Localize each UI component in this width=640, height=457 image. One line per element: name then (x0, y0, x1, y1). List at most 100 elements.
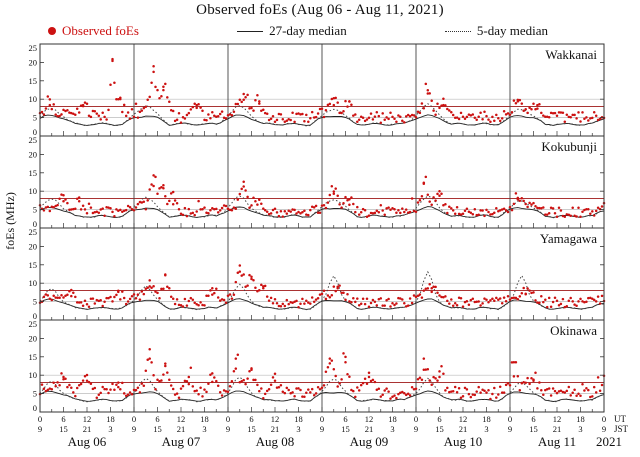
dotted-line-marker (444, 30, 471, 32)
x-tick-jst: 21 (459, 424, 468, 434)
solid-line-marker (237, 30, 264, 32)
x-tick-ut: 0 (320, 414, 324, 424)
legend-label-27day: 27-day median (269, 23, 347, 38)
x-tick-ut: 6 (343, 414, 347, 424)
y-tick-label: 5 (33, 297, 37, 307)
legend-label-5day: 5-day median (476, 23, 548, 38)
station-label: Yamagawa (540, 231, 597, 246)
station-label: Wakkanai (545, 47, 597, 62)
x-tick-jst: 21 (365, 424, 374, 434)
x-tick-ut: 6 (531, 414, 535, 424)
y-tick-label: 20 (29, 149, 38, 159)
panel-kokubunji: 0 5 10 15 20 25 Kokubunji (29, 135, 606, 229)
y-tick-label: 20 (29, 57, 38, 67)
x-tick-jst: 3 (578, 424, 582, 434)
median-27-line (39, 390, 605, 402)
observed-points (38, 264, 606, 309)
median-5-line (39, 195, 605, 219)
ut-label: UT (614, 414, 626, 424)
y-tick-label: 5 (33, 113, 37, 123)
y-tick-label: 5 (33, 205, 37, 215)
observed-points (38, 174, 606, 219)
x-tick-ut: 12 (271, 414, 280, 424)
panel-wakkanai: 0 5 10 15 20 25 Wakkanai (29, 43, 606, 137)
x-tick-jst: 21 (553, 424, 562, 434)
x-tick-ut: 18 (294, 414, 303, 424)
x-tick-jst: 3 (484, 424, 488, 434)
x-tick-ut: 6 (61, 414, 65, 424)
panel-okinawa: 0 5 10 15 20 25 Okinawa (29, 319, 606, 413)
jst-label: JST (614, 424, 629, 434)
x-tick-ut: 18 (200, 414, 209, 424)
x-tick-jst: 3 (390, 424, 394, 434)
x-tick-ut: 18 (576, 414, 585, 424)
x-tick-jst: 15 (435, 424, 444, 434)
year-label: 2021 (596, 434, 622, 449)
x-tick-jst: 9 (414, 424, 418, 434)
x-tick-ut: 6 (155, 414, 159, 424)
legend-label-observed: Observed foEs (62, 23, 139, 38)
y-tick-label: 0 (33, 127, 37, 137)
x-tick-jst: 3 (108, 424, 112, 434)
station-label: Kokubunji (541, 139, 597, 154)
x-tick-jst: 9 (132, 424, 136, 434)
x-tick-ut: 0 (602, 414, 606, 424)
y-tick-label: 15 (29, 168, 38, 178)
date-label: Aug 06 (68, 434, 107, 449)
y-tick-label: 5 (33, 389, 37, 399)
x-tick-ut: 6 (437, 414, 441, 424)
x-tick-ut: 0 (38, 414, 42, 424)
y-tick-label: 10 (29, 370, 38, 380)
x-tick-ut: 12 (83, 414, 92, 424)
x-tick-ut: 0 (132, 414, 136, 424)
observed-dot-marker (48, 27, 56, 35)
x-tick-jst: 9 (226, 424, 230, 434)
x-tick-jst: 21 (83, 424, 92, 434)
x-tick-jst: 15 (153, 424, 162, 434)
observed-points (38, 347, 606, 401)
y-tick-label: 25 (29, 227, 38, 237)
legend-item-27day: 27-day median (237, 23, 347, 39)
y-tick-label: 10 (29, 278, 38, 288)
legend-item-5day: 5-day median (444, 23, 548, 39)
x-tick-jst: 15 (59, 424, 68, 434)
x-tick-jst: 21 (177, 424, 186, 434)
x-tick-ut: 0 (414, 414, 418, 424)
x-tick-jst: 9 (320, 424, 324, 434)
y-tick-label: 15 (29, 76, 38, 86)
y-tick-label: 25 (29, 43, 38, 53)
x-tick-ut: 6 (249, 414, 253, 424)
panel-yamagawa: 0 5 10 15 20 25 Yamagawa (29, 227, 606, 321)
legend-item-observed: Observed foEs (48, 23, 139, 39)
y-tick-label: 0 (33, 219, 37, 229)
observed-points (38, 57, 606, 124)
date-label: Aug 09 (350, 434, 389, 449)
x-tick-jst: 15 (341, 424, 350, 434)
y-tick-label: 20 (29, 333, 38, 343)
x-tick-ut: 18 (106, 414, 115, 424)
date-label: Aug 11 (538, 434, 576, 449)
x-tick-jst: 21 (271, 424, 280, 434)
y-tick-label: 0 (33, 311, 37, 321)
x-tick-ut: 0 (226, 414, 230, 424)
x-tick-ut: 18 (388, 414, 397, 424)
y-tick-label: 10 (29, 186, 38, 196)
x-tick-ut: 12 (459, 414, 468, 424)
x-tick-jst: 9 (602, 424, 606, 434)
x-tick-jst: 9 (508, 424, 512, 434)
y-tick-label: 20 (29, 241, 38, 251)
date-label: Aug 07 (162, 434, 201, 449)
x-tick-ut: 18 (482, 414, 491, 424)
y-tick-label: 0 (33, 403, 37, 413)
y-tick-label: 15 (29, 352, 38, 362)
x-tick-jst: 3 (296, 424, 300, 434)
y-tick-label: 10 (29, 94, 38, 104)
x-tick-ut: 12 (365, 414, 374, 424)
y-tick-label: 25 (29, 135, 38, 145)
x-axis: 0961512211830961512211830961512211830961… (38, 414, 629, 449)
x-tick-ut: 12 (177, 414, 186, 424)
x-tick-jst: 9 (38, 424, 42, 434)
y-tick-label: 25 (29, 319, 38, 329)
